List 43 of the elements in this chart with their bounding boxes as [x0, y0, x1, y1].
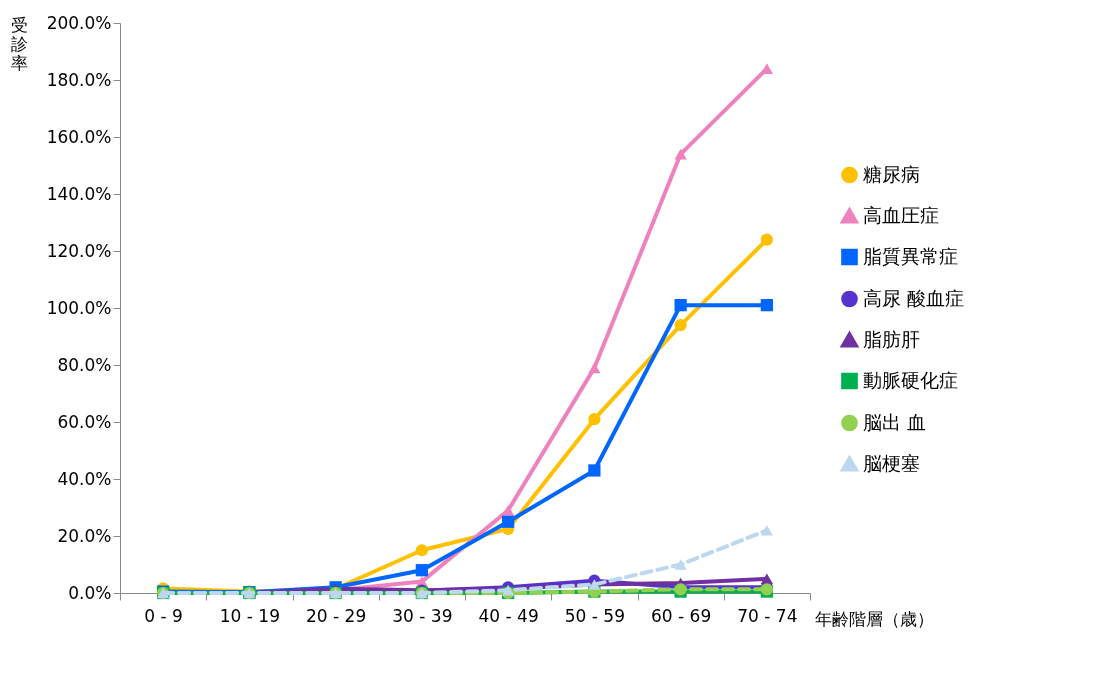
y-tick-label: 40.0% [57, 468, 112, 489]
y-tick-label: 0.0% [68, 582, 112, 603]
y-tick-label: 20.0% [57, 525, 112, 546]
legend-label: 高血圧症 [863, 204, 939, 226]
point [415, 544, 428, 557]
point [760, 299, 773, 312]
point [760, 525, 773, 536]
point [674, 299, 687, 312]
legend-label: 高尿 酸血症 [863, 287, 965, 309]
y-tick-label: 160.0% [46, 126, 112, 147]
y-tick-label: 100.0% [46, 297, 112, 318]
y-tick-label: 80.0% [57, 354, 112, 375]
legend-label: 脳出 血 [863, 411, 927, 433]
legend-label: 糖尿病 [863, 163, 920, 185]
x-tick-label: 40 - 49 [478, 605, 539, 626]
x-tick-label: 50 - 59 [564, 605, 625, 626]
legend-label: 脂質異常症 [863, 245, 958, 267]
point [760, 233, 773, 246]
x-axis-title: 年齢階層（歳） [814, 608, 934, 629]
y-axis-title: 受診率 [10, 14, 28, 73]
point [502, 515, 515, 528]
point [588, 413, 601, 426]
x-tick-label: 20 - 29 [306, 605, 367, 626]
legend-label: 脳梗塞 [863, 452, 920, 474]
point [674, 559, 687, 570]
x-tick-label: 0 - 9 [144, 605, 183, 626]
x-tick-label: 10 - 19 [219, 605, 280, 626]
y-tick-label: 200.0% [46, 12, 112, 33]
point [760, 573, 773, 585]
x-tick-label: 30 - 39 [392, 605, 453, 626]
legend-label: 脂肪肝 [863, 328, 920, 350]
y-tick-label: 180.0% [46, 69, 112, 90]
point [674, 148, 687, 160]
point [588, 464, 601, 477]
y-tick-label: 120.0% [46, 240, 112, 261]
point [415, 564, 428, 577]
x-tick-label: 60 - 69 [651, 605, 712, 626]
y-tick-label: 60.0% [57, 411, 112, 432]
point [588, 362, 601, 374]
legend-label: 動脈硬化症 [863, 369, 958, 391]
x-tick-label: 70 - 74 [737, 605, 798, 626]
point [674, 318, 687, 332]
y-tick-label: 140.0% [46, 183, 112, 204]
